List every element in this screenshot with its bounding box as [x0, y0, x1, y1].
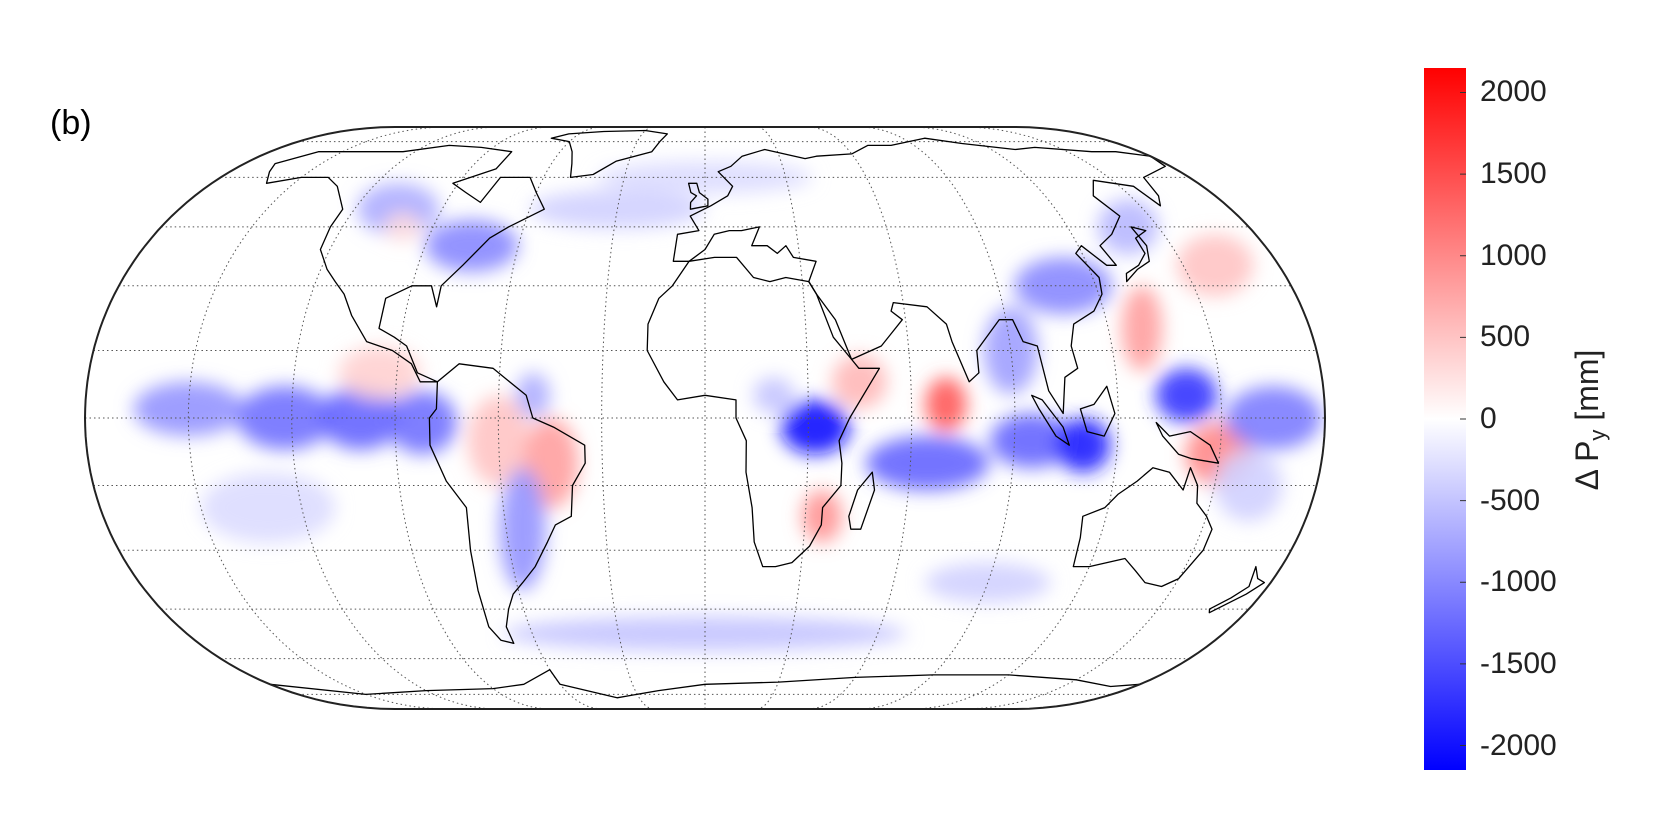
anomaly-blob-7	[499, 467, 546, 591]
coastline-new-guinea	[1155, 421, 1220, 464]
colorbar-tick-label: -2000	[1480, 728, 1557, 762]
coastline-australia	[1072, 467, 1213, 588]
meridian--120	[291, 127, 499, 709]
anomaly-blob-4	[338, 346, 421, 400]
anomaly-blob-19	[983, 306, 1038, 395]
anomaly-blob-32	[200, 472, 336, 543]
anomaly-blob-0	[133, 381, 244, 436]
anomaly-blob-22	[1014, 257, 1112, 315]
anomaly-blob-20	[990, 413, 1073, 468]
colorbar-tick-label: -1500	[1480, 646, 1557, 680]
panel-label: (b)	[50, 104, 92, 142]
map-background	[85, 127, 1325, 709]
coastline-antarctica	[270, 669, 1140, 699]
coastline-japan	[1125, 226, 1150, 283]
colorbar-tick-label: -1000	[1480, 565, 1557, 599]
anomaly-blob-11	[529, 189, 706, 229]
anomaly-blob-1	[236, 386, 333, 450]
coastline-uk	[687, 182, 709, 210]
anomaly-blob-3	[388, 390, 457, 455]
colorbar-title-main: Δ P	[1568, 440, 1605, 491]
coastline-sumatra	[1031, 394, 1070, 446]
colorbar-title: Δ Py [mm]	[1569, 350, 1611, 491]
anomaly-blob-9	[425, 219, 519, 272]
coastline-south-america	[428, 363, 586, 645]
anomaly-blob-31	[1214, 449, 1283, 522]
anomaly-blob-23	[1121, 285, 1163, 372]
anomaly-blob-13	[753, 377, 795, 414]
meridian-30	[756, 127, 809, 709]
meridian--30	[601, 127, 654, 709]
coastlines	[265, 129, 1266, 699]
anomaly-blob-29	[503, 616, 907, 651]
colorbar-tick-label: 1000	[1480, 238, 1547, 272]
anomaly-blob-8	[515, 372, 551, 418]
anomaly-blob-24	[1155, 368, 1218, 423]
anomaly-blob-5	[467, 395, 530, 487]
meridian-90	[859, 127, 1016, 709]
coastline-new-zealand	[1208, 565, 1266, 614]
meridian--90	[394, 127, 551, 709]
colorbar-tick-label: 500	[1480, 320, 1531, 354]
anomaly-blob-28	[1176, 234, 1254, 297]
colorbar-tick-label: 1500	[1480, 157, 1547, 191]
anomaly-blob-21	[1055, 418, 1111, 473]
anomaly-blob-18	[865, 436, 990, 491]
anomaly-blob-14	[780, 399, 850, 455]
colorbar	[1424, 68, 1466, 770]
map-outline	[83, 126, 1327, 710]
meridian-120	[911, 127, 1119, 709]
anomaly-blob-17	[925, 377, 967, 432]
colorbar-title-subscript: y	[1585, 429, 1611, 441]
coastline-africa	[646, 256, 881, 568]
anomaly-blob-33	[384, 212, 421, 242]
anomaly-blob-30	[924, 562, 1051, 603]
coastline-eurasia	[672, 137, 1166, 415]
coastline-greenland	[550, 129, 668, 179]
coastline-borneo	[1079, 385, 1116, 437]
colorbar-tick-label: 2000	[1480, 75, 1547, 109]
colorbar-title-unit: [mm]	[1568, 349, 1605, 421]
meridian-150	[963, 127, 1223, 709]
precip-anomaly-field	[133, 161, 1322, 651]
coastline-north-america	[265, 144, 545, 383]
colorbar-tick-label: 0	[1480, 402, 1497, 435]
colorbar-tick-label: -500	[1480, 483, 1541, 517]
map-content	[85, 127, 1325, 709]
coastline-madagascar	[848, 471, 876, 530]
